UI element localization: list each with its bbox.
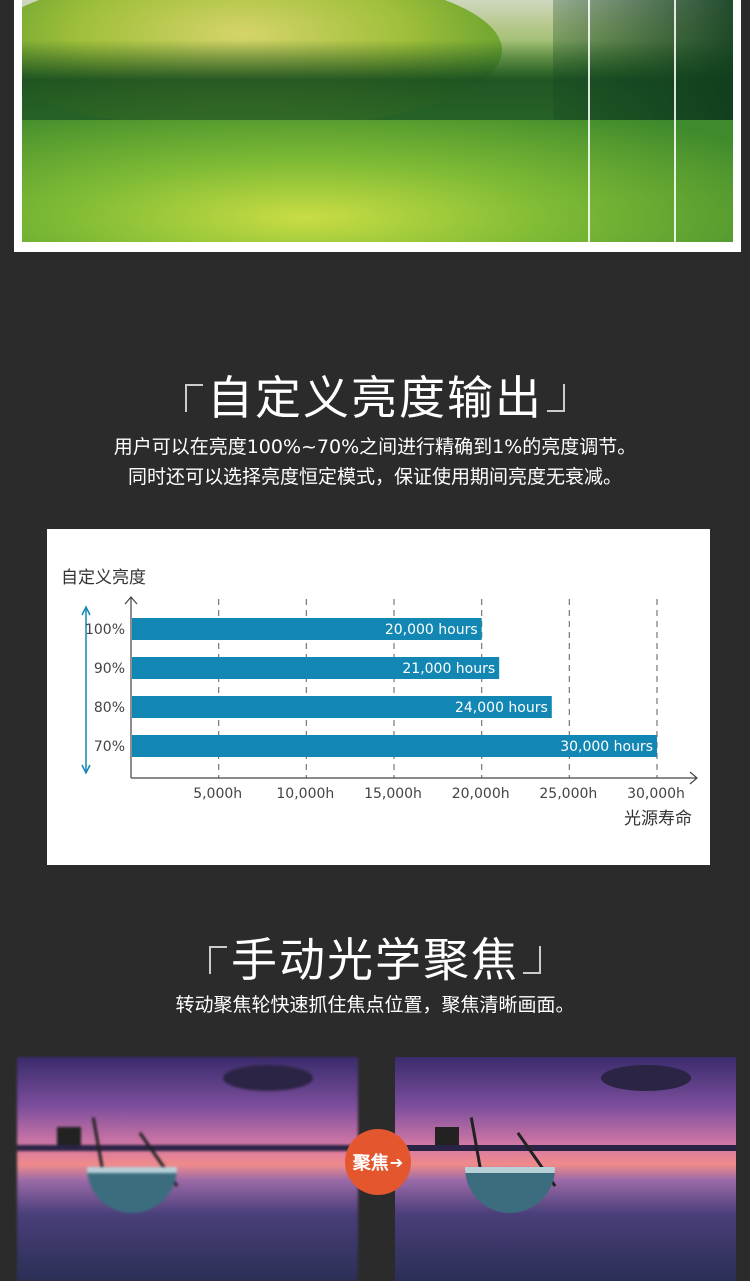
bar xyxy=(132,696,552,718)
split-line xyxy=(588,0,590,242)
focus-badge-label: 聚焦 xyxy=(352,1153,389,1174)
data-label: 20,000 hours xyxy=(385,622,478,638)
bracket-left-icon xyxy=(185,383,203,412)
chart-title: 自定义亮度 xyxy=(61,568,146,588)
bar xyxy=(132,657,500,679)
section-desc-brightness: 用户可以在亮度100%~70%之间进行精确到1%的亮度调节。 同时还可以选择亮度… xyxy=(0,432,750,492)
bracket-left-icon xyxy=(209,945,227,974)
desc-line: 转动聚焦轮快速抓住焦点位置，聚焦清晰画面。 xyxy=(175,994,575,1016)
section-title-focus: 手动光学聚焦 xyxy=(0,924,750,990)
data-label: 21,000 hours xyxy=(402,661,495,677)
sunset-photo-blurred xyxy=(17,1057,358,1281)
brightness-chart: 自定义亮度 100% 20,000 hours 90% 21,000 hours 80% 2… xyxy=(47,529,710,865)
section-desc-focus: 转动聚焦轮快速抓住焦点位置，聚焦清晰画面。 xyxy=(0,990,750,1020)
y-axis-arrow-icon xyxy=(124,596,138,605)
range-arrow-up-icon xyxy=(81,605,91,616)
section-title-text: 自定义亮度输出 xyxy=(207,371,543,425)
chart-svg: 自定义亮度 100% 20,000 hours 90% 21,000 hours 80% 2… xyxy=(61,568,698,829)
category-label: 100% xyxy=(85,622,125,638)
x-tick-label: 10,000h xyxy=(276,786,334,802)
landscape-photo xyxy=(22,0,733,242)
bar xyxy=(132,618,482,640)
sunset-photo-focused xyxy=(395,1057,736,1281)
hero-photo-frame xyxy=(14,0,741,252)
x-tick-label: 30,000h xyxy=(627,786,685,802)
x-tick-label: 25,000h xyxy=(539,786,597,802)
bracket-right-icon xyxy=(523,945,541,974)
x-axis-arrow-icon xyxy=(689,771,698,785)
category-label: 80% xyxy=(94,700,125,716)
section-title-brightness: 自定义亮度输出 xyxy=(0,362,750,428)
x-tick-label: 5,000h xyxy=(193,786,242,802)
split-line xyxy=(674,0,676,242)
focus-badge: 聚焦 ➔ xyxy=(345,1129,411,1195)
data-label: 30,000 hours xyxy=(560,739,653,755)
x-tick-label: 15,000h xyxy=(364,786,422,802)
bar xyxy=(132,735,657,757)
x-axis-label: 光源寿命 xyxy=(624,809,692,829)
range-arrow-down-icon xyxy=(81,764,91,775)
bracket-right-icon xyxy=(547,383,565,412)
desc-line: 用户可以在亮度100%~70%之间进行精确到1%的亮度调节。 xyxy=(113,436,637,458)
x-tick-label: 20,000h xyxy=(452,786,510,802)
category-label: 90% xyxy=(94,661,125,677)
category-label: 70% xyxy=(94,739,125,755)
data-label: 24,000 hours xyxy=(455,700,548,716)
arrow-right-icon: ➔ xyxy=(389,1152,404,1172)
desc-line: 同时还可以选择亮度恒定模式，保证使用期间亮度无衰减。 xyxy=(127,466,622,488)
section-title-text: 手动光学聚焦 xyxy=(231,933,519,987)
